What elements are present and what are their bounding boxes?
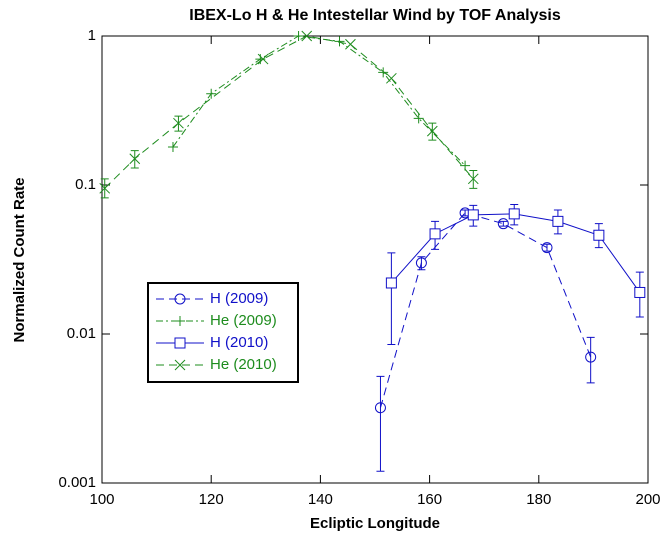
marker bbox=[585, 351, 597, 363]
marker bbox=[415, 257, 427, 269]
x-tick-label: 100 bbox=[89, 491, 114, 508]
x-tick-label: 200 bbox=[635, 491, 660, 508]
marker bbox=[541, 242, 553, 254]
y-axis-label: Normalized Count Rate bbox=[11, 177, 28, 342]
marker bbox=[467, 173, 479, 185]
marker bbox=[174, 293, 186, 305]
marker bbox=[167, 141, 178, 152]
marker bbox=[593, 229, 605, 241]
y-tick-label: 0.1 bbox=[75, 176, 96, 193]
marker bbox=[99, 182, 111, 194]
legend-label: He (2010) bbox=[210, 356, 277, 373]
marker bbox=[426, 125, 438, 137]
marker bbox=[255, 54, 266, 65]
marker bbox=[467, 209, 479, 221]
y-tick-label: 1 bbox=[88, 27, 96, 44]
x-tick-label: 140 bbox=[308, 491, 333, 508]
x-axis-label: Ecliptic Longitude bbox=[310, 515, 440, 532]
marker bbox=[175, 316, 185, 326]
marker bbox=[257, 53, 269, 65]
marker bbox=[174, 359, 186, 371]
series-line bbox=[172, 35, 466, 166]
y-tick-label: 0.001 bbox=[58, 474, 96, 491]
marker bbox=[129, 153, 141, 165]
error-bar bbox=[586, 336, 595, 384]
marker bbox=[174, 337, 186, 349]
chart-title: IBEX-Lo H & He Intestellar Wind by TOF A… bbox=[189, 7, 561, 24]
series-line bbox=[391, 213, 641, 293]
error-bar bbox=[461, 209, 470, 217]
legend-label: H (2009) bbox=[210, 290, 268, 307]
marker bbox=[374, 402, 386, 414]
error-bar bbox=[542, 243, 551, 252]
error-bar bbox=[499, 220, 508, 227]
marker bbox=[634, 286, 646, 298]
marker bbox=[206, 88, 217, 99]
marker bbox=[413, 113, 424, 124]
series-line bbox=[104, 35, 474, 189]
x-tick-label: 180 bbox=[526, 491, 551, 508]
plot-frame bbox=[101, 35, 649, 484]
marker bbox=[301, 30, 313, 42]
x-tick-label: 160 bbox=[417, 491, 442, 508]
marker bbox=[334, 36, 345, 47]
error-bar bbox=[376, 375, 385, 472]
marker bbox=[378, 67, 389, 78]
y-tick-label: 0.01 bbox=[67, 325, 96, 342]
error-bar bbox=[387, 252, 396, 346]
series-line bbox=[379, 212, 592, 408]
marker bbox=[385, 277, 397, 289]
marker bbox=[508, 208, 520, 220]
marker bbox=[293, 31, 304, 41]
marker bbox=[345, 38, 356, 50]
marker bbox=[386, 72, 397, 84]
x-tick-label: 120 bbox=[199, 491, 224, 508]
marker bbox=[552, 215, 564, 227]
marker bbox=[429, 228, 441, 240]
marker bbox=[497, 218, 509, 230]
legend: H (2009) He (2009) H (2010) He (2010) bbox=[147, 282, 299, 383]
legend-label: He (2009) bbox=[210, 312, 277, 329]
marker bbox=[173, 117, 184, 129]
legend-label: H (2010) bbox=[210, 334, 268, 351]
